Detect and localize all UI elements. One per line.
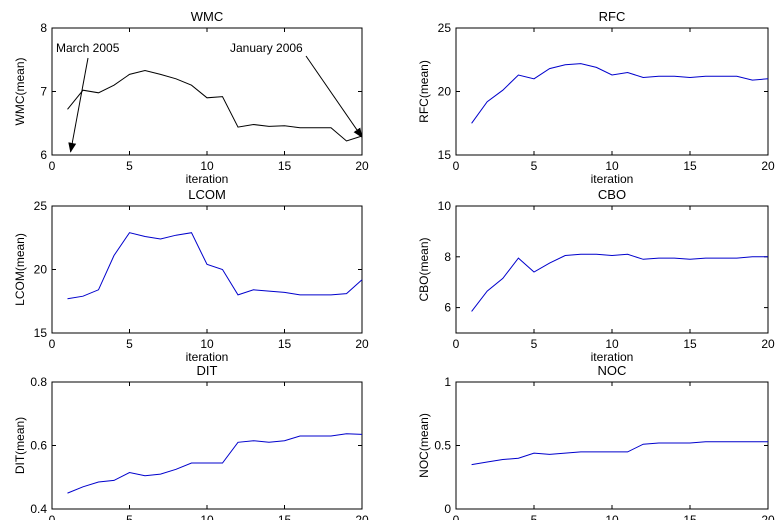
x-tick-label: 15	[683, 337, 697, 351]
x-tick-label: 15	[683, 159, 697, 173]
annotation-text: January 2006	[230, 41, 303, 55]
series-line	[471, 441, 768, 466]
x-tick-label: 5	[531, 159, 538, 173]
x-tick-label: 20	[355, 513, 369, 520]
axes-box	[51, 205, 363, 334]
y-tick-label: 20	[438, 85, 452, 99]
chart-title: RFC	[599, 9, 626, 24]
x-tick-label: 15	[683, 513, 697, 520]
x-tick-label: 0	[49, 159, 56, 173]
x-tick-label: 5	[126, 513, 133, 520]
x-tick-label: 20	[355, 159, 369, 173]
x-tick-label: 5	[126, 337, 133, 351]
y-tick-label: 6	[40, 148, 47, 162]
x-tick-label: 20	[355, 337, 369, 351]
x-tick-label: 10	[605, 337, 619, 351]
y-tick-label: 0.8	[30, 375, 47, 389]
series-line	[471, 253, 768, 312]
x-tick-label: 0	[453, 159, 460, 173]
x-tick-label: 10	[200, 159, 214, 173]
y-axis-label: DIT(mean)	[13, 417, 27, 474]
y-tick-label: 0.4	[30, 502, 47, 516]
annotation-arrow	[305, 55, 363, 139]
axes-box	[455, 381, 769, 510]
x-tick-label: 5	[126, 159, 133, 173]
x-tick-label: 5	[531, 513, 538, 520]
x-tick-label: 15	[278, 159, 292, 173]
axes-box	[455, 27, 769, 156]
x-tick-label: 10	[605, 513, 619, 520]
y-axis-label: LCOM(mean)	[13, 233, 27, 306]
chart-title: WMC	[191, 9, 224, 24]
x-axis-label: iteration	[186, 350, 229, 364]
y-tick-label: 25	[438, 21, 452, 35]
x-tick-label: 0	[49, 337, 56, 351]
y-axis-label: CBO(mean)	[417, 237, 431, 301]
y-tick-label: 8	[40, 21, 47, 35]
series-line	[67, 433, 363, 494]
y-tick-label: 7	[40, 85, 47, 99]
x-tick-label: 5	[531, 337, 538, 351]
annotation-text: March 2005	[56, 41, 120, 55]
y-tick-label: 8	[444, 250, 451, 264]
y-tick-label: 1	[444, 375, 451, 389]
series-line	[471, 63, 769, 124]
x-axis-label: iteration	[591, 350, 634, 364]
y-tick-label: 20	[34, 263, 48, 277]
x-tick-label: 20	[761, 337, 775, 351]
y-tick-label: 0	[444, 502, 451, 516]
series-line	[67, 69, 363, 142]
x-axis-label: iteration	[591, 172, 634, 186]
x-tick-label: 10	[200, 337, 214, 351]
series-line	[67, 232, 363, 300]
chart-title: LCOM	[188, 187, 226, 202]
annotation-arrow	[68, 57, 89, 153]
chart-title: DIT	[197, 363, 218, 378]
x-tick-label: 20	[761, 513, 775, 520]
chart-rfc: 0 5 10 15 20 15 20 25 RFC iteration RFC(mean)	[417, 9, 775, 186]
axes-box	[455, 205, 769, 334]
x-axis-label: iteration	[186, 172, 229, 186]
x-tick-label: 15	[278, 337, 292, 351]
chart-cbo: 0 5 10 15 20 6 8 10 CBO iteration CBO(mean)	[417, 187, 775, 364]
chart-title: NOC	[598, 363, 627, 378]
y-axis-label: WMC(mean)	[13, 57, 27, 125]
axes-box	[51, 381, 363, 510]
chart-title: CBO	[598, 187, 626, 202]
chart-wmc: 0 5 10 15 20 6 7 8 WMC iteration WMC(mean) March 20…	[13, 9, 369, 186]
x-tick-label: 0	[49, 513, 56, 520]
y-axis-label: NOC(mean)	[417, 413, 431, 478]
y-tick-label: 25	[34, 199, 48, 213]
x-tick-label: 10	[200, 513, 214, 520]
y-tick-label: 15	[438, 148, 452, 162]
chart-lcom: 0 5 10 15 20 15 20 25 LCOM iteration LCOM(mean)	[13, 187, 369, 364]
y-tick-label: 0.5	[434, 439, 451, 453]
y-tick-label: 10	[438, 199, 452, 213]
x-tick-label: 15	[278, 513, 292, 520]
y-tick-label: 0.6	[30, 439, 47, 453]
x-tick-label: 20	[761, 159, 775, 173]
x-tick-label: 0	[453, 513, 460, 520]
y-tick-label: 6	[444, 301, 451, 315]
x-tick-label: 10	[605, 159, 619, 173]
x-tick-label: 0	[453, 337, 460, 351]
y-tick-label: 15	[34, 326, 48, 340]
y-axis-label: RFC(mean)	[417, 60, 431, 123]
